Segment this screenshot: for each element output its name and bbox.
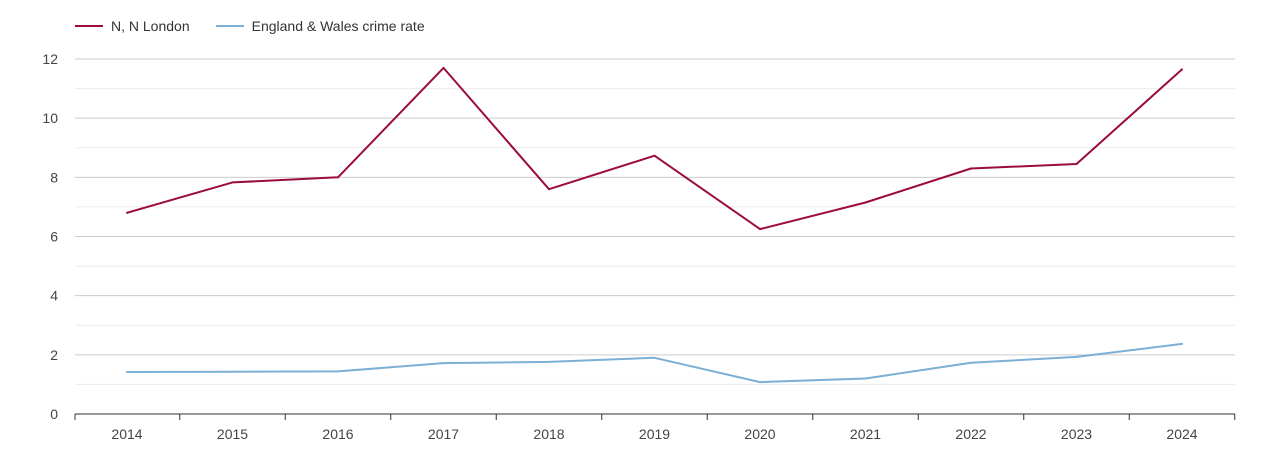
data-point-england-wales xyxy=(548,360,550,363)
x-tick-label: 2024 xyxy=(1166,426,1197,442)
y-tick-label: 2 xyxy=(50,347,58,363)
data-point-n-london xyxy=(442,66,445,69)
data-point-england-wales xyxy=(864,377,867,380)
y-tick-label: 6 xyxy=(50,229,58,245)
x-tick-label: 2014 xyxy=(111,426,142,442)
y-tick-label: 12 xyxy=(42,51,58,67)
x-axis-ticks: 2014 2015 2016 2017 2018 2019 2020 2021 2022 2023… xyxy=(74,414,1236,442)
legend-swatch-england-wales xyxy=(215,25,244,27)
data-point-england-wales xyxy=(970,361,972,364)
y-tick-label: 8 xyxy=(50,169,58,185)
data-point-england-wales xyxy=(126,370,128,373)
y-tick-label: 4 xyxy=(50,288,58,304)
data-point-n-london xyxy=(759,228,761,231)
legend: N, N London England & Wales crime rate xyxy=(75,16,451,36)
data-point-n-london xyxy=(1075,163,1078,166)
x-tick-label: 2018 xyxy=(533,426,564,442)
x-tick-label: 2023 xyxy=(1061,426,1092,442)
x-tick-label: 2019 xyxy=(639,426,670,442)
data-point-england-wales xyxy=(653,356,656,359)
x-tick-label: 2022 xyxy=(955,426,986,442)
data-point-n-london xyxy=(337,176,339,179)
major-gridlines xyxy=(75,58,1235,356)
legend-label-n-london: N, N London xyxy=(111,18,190,34)
series-lines xyxy=(126,66,1183,384)
y-axis-tick-labels: 0 2 4 6 8 10 12 xyxy=(42,51,58,422)
data-point-england-wales xyxy=(759,381,761,384)
x-tick-label: 2021 xyxy=(850,426,881,442)
y-tick-label: 10 xyxy=(42,110,58,126)
data-point-n-london xyxy=(1181,68,1183,71)
legend-swatch-n-london xyxy=(75,25,103,27)
x-tick-label: 2020 xyxy=(744,426,775,442)
minor-gridlines xyxy=(75,88,1235,385)
data-point-england-wales xyxy=(231,370,234,373)
x-tick-label: 2017 xyxy=(428,426,459,442)
data-point-n-london xyxy=(126,211,128,214)
y-tick-label: 0 xyxy=(50,406,58,422)
x-tick-label: 2016 xyxy=(322,426,353,442)
legend-label-england-wales: England & Wales crime rate xyxy=(251,18,425,34)
legend-item-england-wales[interactable]: England & Wales crime rate xyxy=(215,18,425,34)
data-point-n-london xyxy=(548,188,550,191)
data-point-n-london xyxy=(970,167,972,170)
data-point-england-wales xyxy=(1181,342,1183,345)
x-tick-label: 2015 xyxy=(217,426,248,442)
data-point-england-wales xyxy=(442,362,445,365)
data-point-england-wales xyxy=(1075,355,1078,358)
data-point-n-london xyxy=(864,201,867,204)
data-point-england-wales xyxy=(337,370,339,373)
data-point-n-london xyxy=(231,181,234,184)
legend-item-n-london[interactable]: N, N London xyxy=(75,18,190,34)
series-line-n-london xyxy=(126,66,1183,231)
series-line-england-wales xyxy=(126,342,1183,384)
data-point-n-london xyxy=(653,154,656,157)
